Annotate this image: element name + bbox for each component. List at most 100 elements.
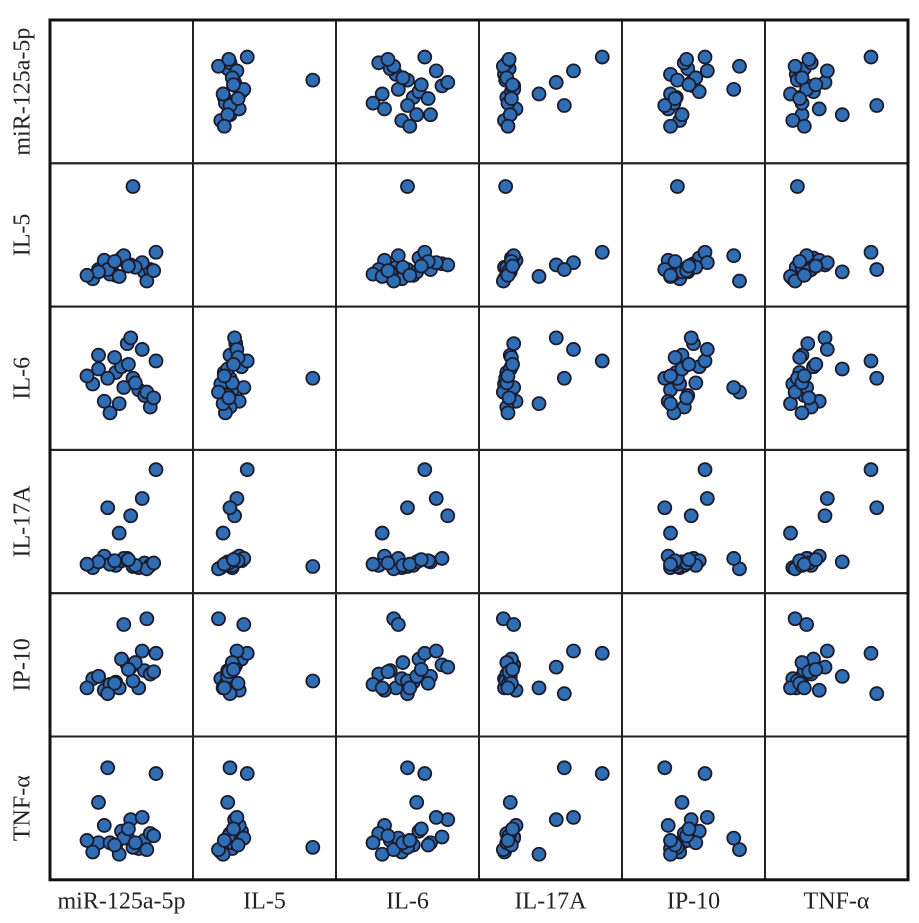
point [869, 370, 885, 386]
point [230, 837, 246, 853]
point [556, 262, 572, 277]
point [413, 77, 429, 93]
point [215, 86, 231, 102]
point [796, 680, 812, 696]
point [402, 680, 418, 696]
point [819, 63, 835, 79]
row-label: IL-5 [10, 214, 36, 257]
point [220, 794, 236, 810]
point [808, 357, 824, 372]
point [120, 258, 136, 274]
point [148, 244, 164, 260]
point [794, 70, 810, 86]
point [107, 350, 122, 365]
point [365, 835, 381, 851]
point [670, 179, 685, 194]
point [785, 113, 801, 128]
point [428, 63, 444, 79]
point [148, 766, 164, 781]
point [100, 370, 116, 386]
point [305, 839, 321, 855]
point [216, 680, 232, 696]
point [681, 77, 697, 93]
point [783, 525, 798, 541]
point [211, 611, 226, 627]
point [505, 258, 520, 274]
point [413, 258, 429, 274]
point [506, 336, 522, 352]
point [663, 556, 678, 572]
point [819, 342, 835, 357]
panel [764, 592, 909, 738]
point [120, 821, 136, 837]
point [800, 336, 816, 352]
point [221, 51, 237, 67]
point [594, 645, 610, 661]
point [863, 353, 879, 369]
point [120, 552, 136, 567]
point [134, 643, 150, 659]
point [400, 179, 415, 194]
point [148, 645, 164, 661]
point [420, 837, 436, 853]
point [239, 49, 255, 65]
point [796, 267, 812, 283]
point [697, 766, 713, 781]
panel [49, 19, 194, 165]
point [380, 828, 396, 844]
point [531, 680, 547, 696]
point [111, 269, 127, 284]
point [792, 91, 808, 106]
point [566, 809, 581, 825]
point [811, 101, 827, 117]
point [683, 508, 699, 524]
point [697, 462, 713, 478]
point [657, 98, 673, 113]
point [139, 611, 155, 627]
point [380, 51, 396, 67]
point [732, 273, 747, 289]
point [79, 556, 95, 572]
point [428, 809, 444, 825]
point [548, 659, 564, 675]
point [402, 833, 418, 848]
point [663, 118, 678, 134]
row-label: IL-6 [10, 357, 36, 400]
point [91, 347, 106, 363]
point [395, 655, 411, 670]
point [726, 248, 742, 264]
point [787, 611, 803, 627]
point [505, 77, 520, 93]
point [663, 267, 678, 283]
point [226, 662, 241, 677]
point [726, 81, 742, 97]
point [863, 462, 879, 478]
point [365, 556, 381, 572]
point [699, 342, 715, 357]
point [667, 254, 683, 269]
point [146, 555, 162, 571]
point [503, 91, 519, 106]
point [506, 617, 522, 632]
column-label: IL-17A [515, 889, 588, 915]
point [548, 330, 564, 346]
point [674, 794, 690, 810]
point [594, 49, 610, 65]
column-label: IP-10 [667, 889, 720, 915]
point [420, 91, 436, 106]
row-label: IL-17A [10, 485, 36, 558]
point [417, 462, 433, 478]
point [221, 390, 237, 406]
point [808, 662, 824, 677]
panel [621, 592, 766, 738]
column-label: miR-125a-5p [58, 889, 186, 915]
point [146, 664, 162, 680]
point [834, 361, 850, 377]
panel [49, 448, 194, 595]
point [505, 821, 520, 837]
point [681, 357, 697, 372]
point [211, 58, 226, 74]
point [556, 98, 572, 113]
point [127, 835, 143, 851]
